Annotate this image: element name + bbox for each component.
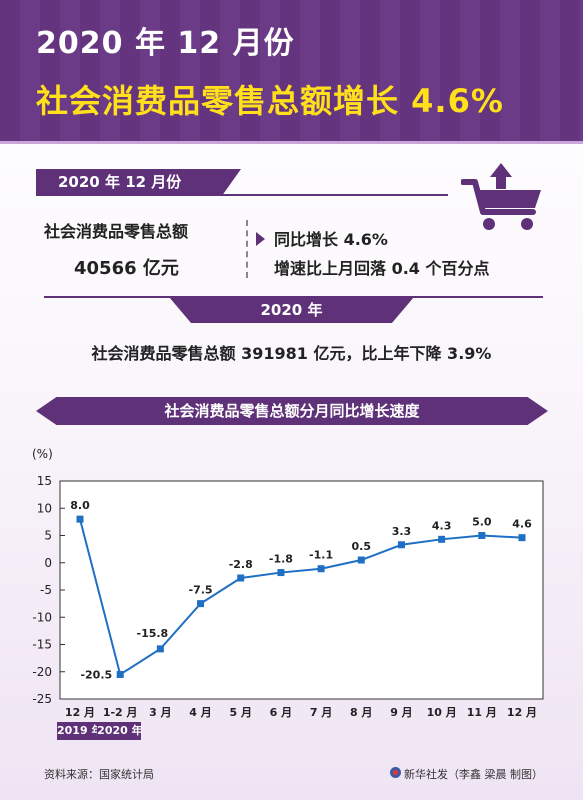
y-tick-label: -10 [32,610,52,624]
x-tick-label: 12 月 [507,706,537,719]
year-summary: 社会消费品零售总额 391981 亿元，比上年下降 3.9% [91,344,492,363]
data-label: -20.5 [80,668,112,681]
x-tick-label: 5 月 [229,706,251,719]
shopping-cart-icon [461,163,541,230]
data-point [237,574,245,582]
december-change: 增速比上月回落 0.4 个百分点 [274,259,490,278]
december-tag: 2020 年 12 月份 [36,169,241,195]
data-label: 4.3 [432,519,452,532]
december-total-value: 40566 亿元 [74,258,179,279]
data-point [317,565,325,573]
y-tick-label: -15 [32,638,52,652]
series-line [79,518,523,677]
data-point [397,541,405,549]
year-tag-1: 2020 年 [97,722,143,740]
x-tick-label: 9 月 [390,706,412,719]
x-tick-label: 6 月 [270,706,292,719]
december-tag-underline [36,194,448,196]
y-tick-label: 10 [37,501,52,515]
data-label: -1.1 [309,549,333,562]
year-tag: 2020 年 [169,297,414,323]
year-tag-0: 2019 年 [57,722,102,740]
header-banner: 2020 年 12 月份 社会消费品零售总额增长 4.6% [0,0,583,144]
data-label: 8.0 [70,499,90,512]
source-note: 资料来源：国家统计局 [44,768,154,781]
data-point [76,515,84,523]
data-label: 4.6 [512,518,532,531]
title-line-1: 2020 年 12 月份 [36,26,295,61]
data-point [518,534,526,542]
growth-line-chart: (%) 15 10 5 0 -5 -10 -15 -20 -25 12 月 1-2 月 3 月 4 月 5 … [32,447,544,719]
x-tick-label: 4 月 [189,706,211,719]
x-tick-label: 12 月 [65,706,95,719]
x-tick-label: 7 月 [310,706,332,719]
data-point [156,645,164,653]
y-tick-label: -25 [32,692,52,706]
y-tick-label: -5 [40,583,52,597]
xinhua-logo-icon [390,767,401,778]
chart-title: 社会消费品零售总额分月同比增长速度 [36,397,548,425]
title-line-2: 社会消费品零售总额增长 4.6% [36,82,504,120]
x-tick-label: 10 月 [427,706,457,719]
data-label: -1.8 [269,553,293,566]
y-tick-label: -20 [32,665,52,679]
data-label: 5.0 [472,516,492,529]
data-label: -2.8 [229,558,253,571]
x-tick-label: 1-2 月 [103,706,138,719]
x-tick-label: 3 月 [149,706,171,719]
data-label: -7.5 [189,584,213,597]
december-total-label: 社会消费品零售总额 [44,222,189,241]
divider [246,220,248,278]
y-tick-label: 5 [44,529,52,543]
y-tick-label: 0 [44,556,52,570]
data-point [438,535,446,543]
credit-note: 新华社发（李鑫 梁晨 制图） [404,768,543,781]
data-point [197,600,205,608]
data-label: 3.3 [392,525,412,538]
data-point [116,670,124,678]
data-point [478,532,486,539]
data-point [357,556,365,564]
y-axis-unit-label: (%) [32,447,53,461]
data-label: -15.8 [137,627,169,640]
x-tick-label: 8 月 [350,706,372,719]
y-tick-label: 15 [37,474,52,488]
arrow-right-icon [256,232,265,246]
december-yoy: 同比增长 4.6% [274,230,388,249]
data-label: 0.5 [352,540,372,553]
data-point [277,569,285,577]
x-tick-label: 11 月 [467,706,497,719]
